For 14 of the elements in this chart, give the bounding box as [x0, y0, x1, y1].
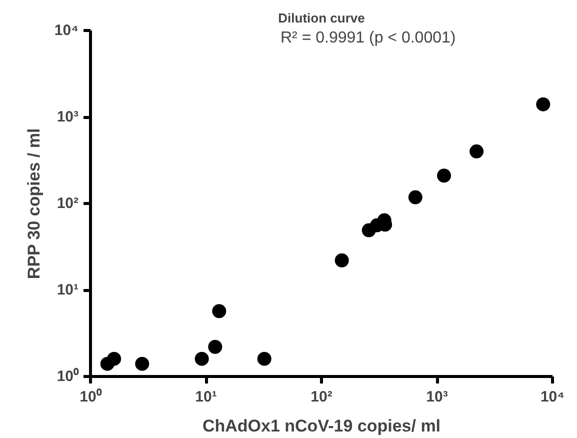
- x-tick-label: 10²: [310, 388, 332, 406]
- y-tick-label: 10¹: [56, 282, 79, 298]
- y-tick-label: 10³: [56, 108, 79, 126]
- x-tick-label: 10⁴: [540, 388, 565, 406]
- x-tick-label: 10³: [426, 388, 448, 406]
- y-tick-label: 10⁴: [54, 22, 79, 39]
- y-tick-label: 10⁰: [56, 367, 80, 385]
- y-axis-title: RPP 30 copies / ml: [24, 128, 44, 280]
- annotation: R² = 0.9991 (p < 0.0001): [280, 30, 456, 46]
- chart-title: Dilution curve: [278, 10, 365, 26]
- x-axis-title: ChAdOx1 nCoV-19 copies/ ml: [202, 416, 441, 436]
- x-tick-label: 10⁰: [80, 388, 102, 406]
- x-tick-label: 10¹: [195, 388, 217, 406]
- y-tick-label: 10²: [56, 195, 79, 212]
